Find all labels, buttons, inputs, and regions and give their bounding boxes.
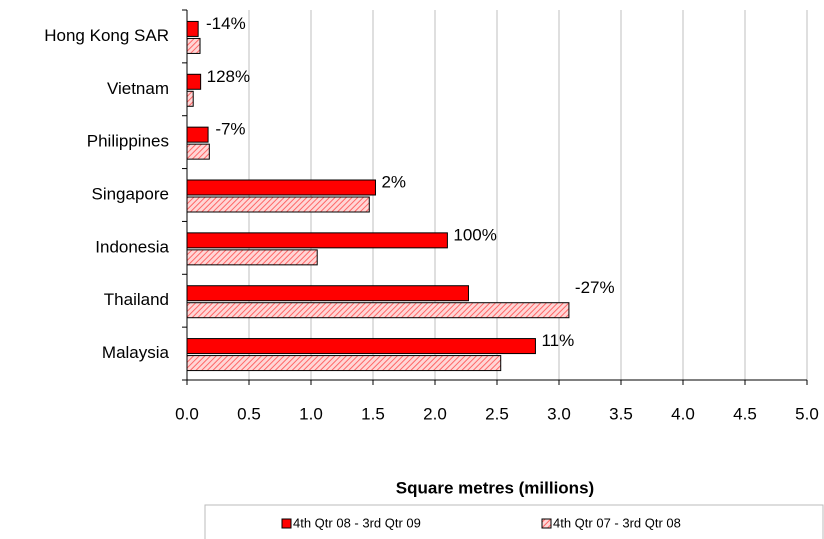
legend-label: 4th Qtr 07 - 3rd Qtr 08 [553,515,681,530]
legend-swatch [541,518,552,529]
bar [186,249,318,266]
legend-label: 4th Qtr 08 - 3rd Qtr 09 [293,515,421,530]
bar [186,355,502,372]
x-tick-label: 0.5 [237,404,261,423]
bar [186,90,194,107]
y-tick-label: Singapore [91,184,169,203]
bar [186,126,209,143]
bar [186,232,448,249]
x-tick-label: 5.0 [795,404,819,423]
x-tick-label: 4.0 [671,404,695,423]
x-axis-label: Square metres (millions) [396,478,594,497]
x-tick-label: 3.0 [547,404,571,423]
y-tick-label: Vietnam [107,79,169,98]
x-tick-label: 2.0 [423,404,447,423]
y-tick-label: Indonesia [95,237,169,256]
y-tick-label: Thailand [104,290,169,309]
change-label: 2% [381,172,406,191]
bar [186,179,376,196]
change-label: 11% [541,331,574,350]
change-label: 128% [207,67,250,86]
change-label: -27% [575,278,615,297]
bar [186,196,370,213]
x-tick-label: 0.0 [175,404,199,423]
x-tick-label: 1.0 [299,404,323,423]
legend-swatch [281,518,292,529]
bar [186,302,570,319]
bar [186,143,210,160]
bar [186,73,202,90]
x-tick-label: 2.5 [485,404,509,423]
legend-box [204,504,824,539]
y-tick-label: Malaysia [102,343,170,362]
x-tick-label: 1.5 [361,404,385,423]
change-label: -7% [215,120,245,139]
x-tick-label: 3.5 [609,404,633,423]
bar [186,20,199,37]
bar [186,285,469,302]
y-tick-label: Philippines [87,132,169,151]
bar [186,338,536,355]
change-label: -14% [206,14,246,33]
bar [186,37,201,54]
change-label: 100% [453,225,496,244]
x-tick-label: 4.5 [733,404,757,423]
y-tick-label: Hong Kong SAR [44,26,169,45]
